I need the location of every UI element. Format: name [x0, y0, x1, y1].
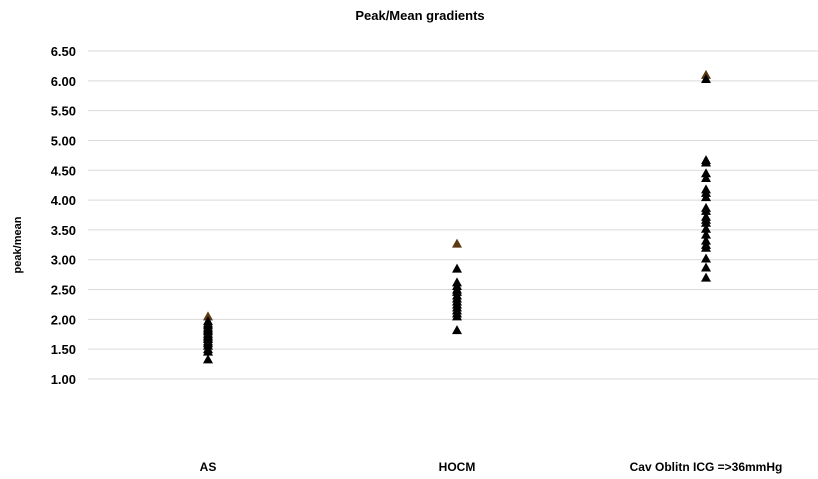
y-tick-label: 1.50: [51, 342, 76, 357]
y-axis-ticks: 1.00 1.50 2.00 2.50 3.00 3.50 4.00 4.50 5.00 5.50…: [51, 44, 76, 387]
data-points: [203, 69, 711, 364]
x-tick-label: Cav Oblitn ICG =>36mmHg: [630, 460, 783, 474]
data-point: [452, 238, 462, 248]
y-tick-label: 3.00: [51, 253, 76, 268]
x-axis-ticks: AS HOCM Cav Oblitn ICG =>36mmHg: [200, 460, 783, 474]
data-point: [203, 354, 213, 364]
y-tick-label: 6.00: [51, 74, 76, 89]
data-point: [452, 263, 462, 273]
data-point: [701, 205, 711, 215]
y-tick-label: 4.50: [51, 163, 76, 178]
data-point: [452, 311, 462, 321]
data-point: [701, 173, 711, 183]
x-tick-label: AS: [200, 460, 217, 474]
y-tick-label: 2.00: [51, 312, 76, 327]
data-point: [701, 192, 711, 202]
y-axis-label: peak/mean: [12, 216, 24, 273]
y-tick-label: 1.00: [51, 372, 76, 387]
data-point: [701, 229, 711, 239]
gridlines: [88, 50, 818, 380]
x-tick-label: HOCM: [439, 460, 476, 474]
y-tick-label: 3.50: [51, 223, 76, 238]
y-tick-label: 4.00: [51, 193, 76, 208]
data-point: [701, 242, 711, 252]
y-tick-label: 5.50: [51, 104, 76, 119]
y-tick-label: 5.00: [51, 133, 76, 148]
data-point: [701, 74, 711, 84]
y-tick-label: 2.50: [51, 283, 76, 298]
data-point: [701, 168, 711, 178]
data-point: [701, 157, 711, 167]
data-point: [701, 262, 711, 272]
data-point: [701, 272, 711, 282]
data-point: [701, 217, 711, 227]
data-point: [701, 253, 711, 263]
data-point: [701, 223, 711, 233]
data-point: [452, 325, 462, 335]
chart-title: Peak/Mean gradients: [355, 8, 484, 23]
data-point: [203, 346, 213, 356]
y-tick-label: 6.50: [51, 44, 76, 59]
data-point: [203, 311, 213, 321]
